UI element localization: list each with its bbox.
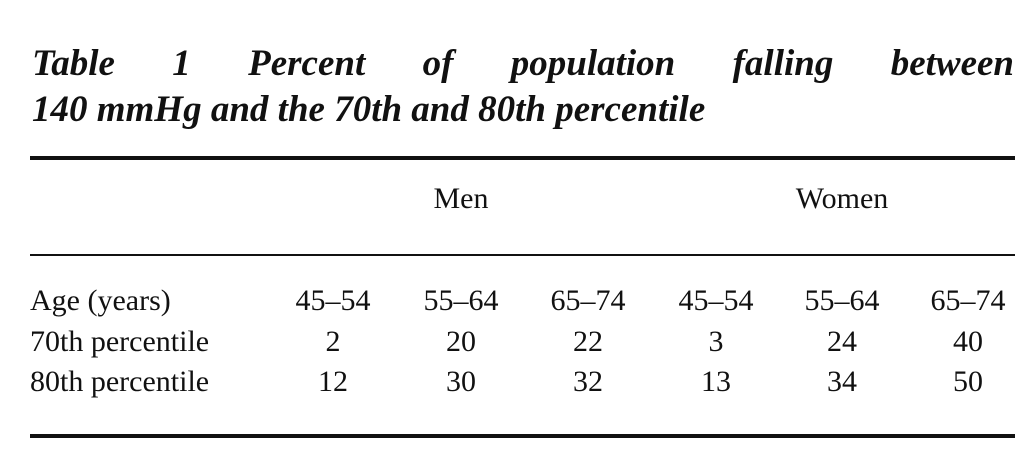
- column-header: 55–64: [804, 284, 880, 317]
- table-cell: 32: [573, 365, 603, 398]
- table-cell: 30: [446, 365, 476, 398]
- row-label: 80th percentile: [30, 365, 210, 398]
- table-cell: 2: [325, 325, 341, 358]
- row-label: Age (years): [30, 284, 171, 317]
- column-header: 55–64: [423, 284, 499, 317]
- group-header: Men: [433, 182, 489, 215]
- top-rule: [30, 156, 1015, 160]
- table-cell: 13: [701, 365, 731, 398]
- column-header: 65–74: [930, 284, 1006, 317]
- table-cell: 3: [708, 325, 724, 358]
- row-label: 70th percentile: [30, 325, 210, 358]
- title-line: 140 mmHg and the 70th and 80th percentil…: [32, 89, 706, 130]
- column-header: 45–54: [678, 284, 754, 317]
- column-header: 45–54: [295, 284, 371, 317]
- table-cell: 50: [953, 365, 983, 398]
- table-cell: 22: [573, 325, 603, 358]
- mid-rule: [30, 254, 1015, 256]
- group-header: Women: [795, 182, 889, 215]
- column-header: 65–74: [550, 284, 626, 317]
- table-cell: 24: [827, 325, 857, 358]
- table-cell: 34: [827, 365, 857, 398]
- bottom-rule: [30, 434, 1015, 438]
- table-cell: 12: [318, 365, 348, 398]
- table-cell: 40: [953, 325, 983, 358]
- table-cell: 20: [446, 325, 476, 358]
- title-line: Table 1 Percent of population falling be…: [32, 43, 1014, 84]
